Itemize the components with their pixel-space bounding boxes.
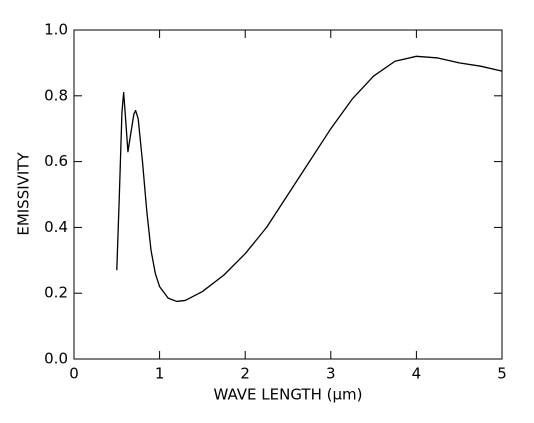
y-axis-label: EMISSIVITY (15, 152, 33, 236)
y-tick-label: 0.8 (44, 86, 68, 104)
x-tick-label: 4 (412, 365, 422, 383)
x-tick-label: 0 (69, 365, 79, 383)
y-tick-label: 0.4 (44, 218, 68, 236)
x-tick-label: 1 (155, 365, 165, 383)
x-axis-label: WAVE LENGTH (μm) (213, 386, 362, 404)
y-tick-label: 0.0 (44, 350, 68, 368)
x-tick-label: 3 (326, 365, 336, 383)
y-tick-label: 0.6 (44, 152, 68, 170)
y-tick-label: 0.2 (44, 284, 68, 302)
y-tick-label: 1.0 (44, 21, 68, 39)
plot-frame (73, 29, 503, 360)
emissivity-line (116, 55, 503, 303)
x-tick-label: 5 (497, 365, 507, 383)
x-tick-label: 2 (240, 365, 250, 383)
